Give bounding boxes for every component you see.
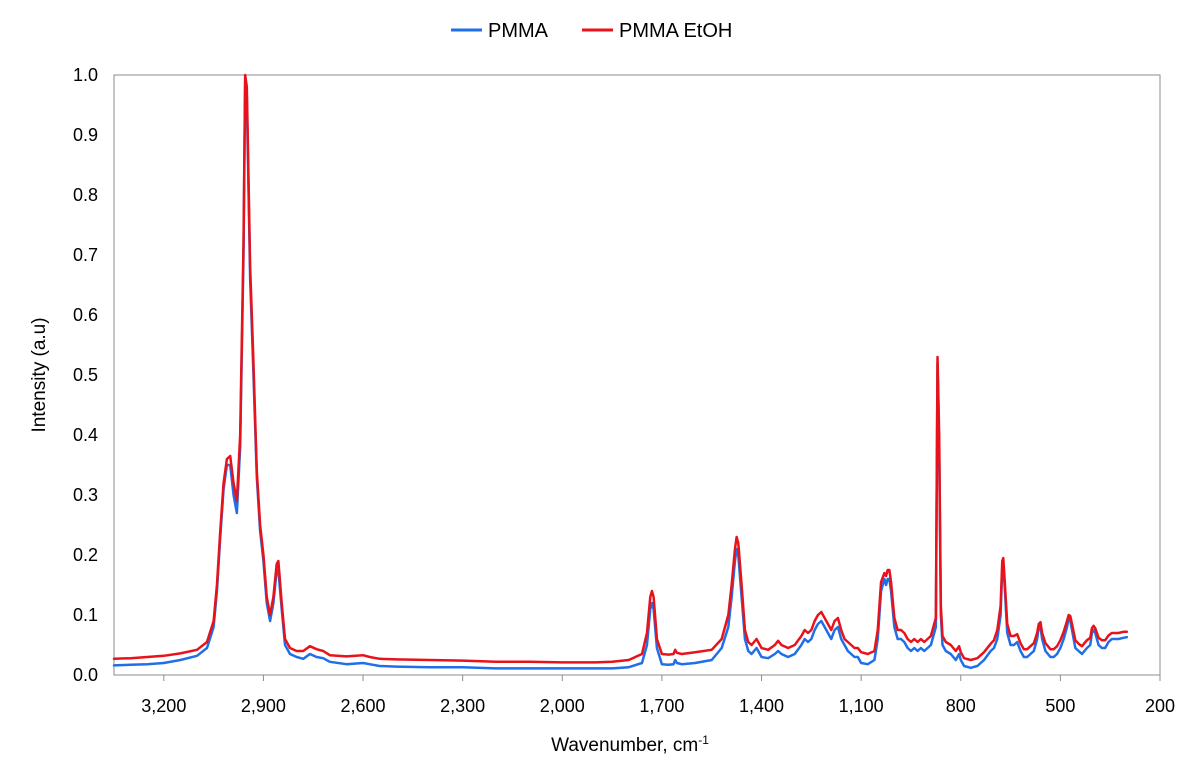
x-tick-label: 2,600 — [341, 696, 386, 716]
y-tick-label: 0.2 — [73, 545, 98, 565]
y-tick-label: 0.7 — [73, 245, 98, 265]
series-line-pmma — [112, 79, 1129, 670]
x-axis-title-superscript: -1 — [698, 733, 709, 747]
y-axis-title: Intensity (a.u) — [29, 317, 50, 432]
y-tick-label: 0.6 — [73, 305, 98, 325]
y-tick-label: 0.1 — [73, 605, 98, 625]
x-tick-label: 1,400 — [739, 696, 784, 716]
x-tick-label: 3,200 — [141, 696, 186, 716]
series-lines — [112, 73, 1129, 670]
legend-label-pmma: PMMA — [488, 20, 549, 42]
x-axis-title-main: Wavenumber, cm — [551, 735, 698, 756]
x-tick-label: 1,100 — [839, 696, 884, 716]
x-tick-label: 800 — [946, 696, 976, 716]
legend: PMMA PMMA EtOH — [451, 20, 732, 42]
y-tick-label: 0.9 — [73, 125, 98, 145]
y-tick-label: 0.0 — [73, 665, 98, 685]
x-tick-label: 2,000 — [540, 696, 585, 716]
x-tick-label: 1,700 — [639, 696, 684, 716]
y-axis-ticks: 0.0 0.1 0.2 0.3 0.4 0.5 0.6 0.7 0.8 0.9 1.0 — [73, 65, 98, 685]
y-tick-label: 0.5 — [73, 365, 98, 385]
x-tick-label: 500 — [1045, 696, 1075, 716]
x-axis-ticks: 3,200 2,900 2,600 2,300 2,000 1,700 1,400 1,100… — [141, 675, 1175, 716]
y-tick-label: 0.4 — [73, 425, 98, 445]
x-tick-label: 2,900 — [241, 696, 286, 716]
y-tick-label: 0.8 — [73, 185, 98, 205]
plot-area — [113, 74, 1161, 676]
x-tick-label: 2,300 — [440, 696, 485, 716]
x-axis-title: Wavenumber, cm-1 — [551, 733, 709, 756]
legend-label-pmma-etoh: PMMA EtOH — [619, 20, 732, 42]
y-tick-label: 0.3 — [73, 485, 98, 505]
x-tick-label: 200 — [1145, 696, 1175, 716]
y-tick-label: 1.0 — [73, 65, 98, 85]
series-line-pmma-etoh — [112, 73, 1129, 664]
